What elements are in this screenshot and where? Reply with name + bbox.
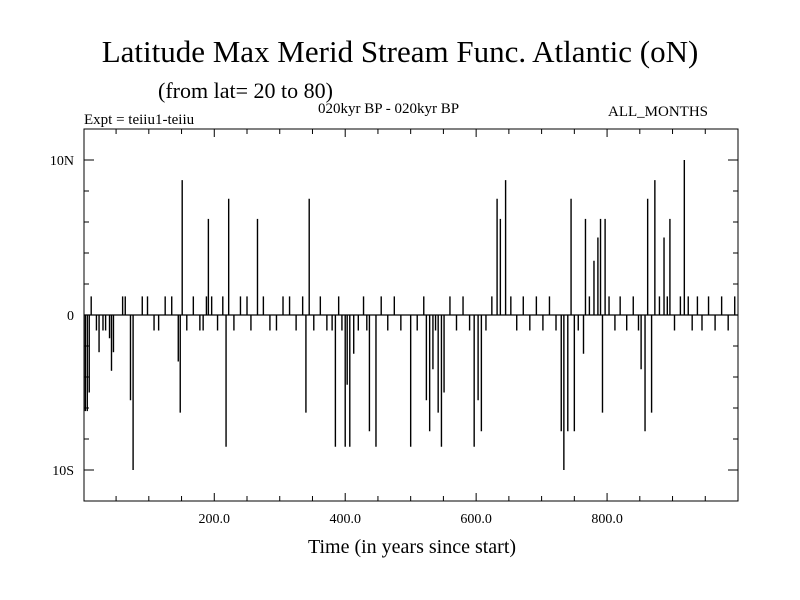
- period-label: 020kyr BP - 020kyr BP: [318, 101, 460, 117]
- experiment-label: Expt = teiiu1-teiiu: [84, 112, 195, 128]
- y-tick-label: 0: [67, 309, 74, 324]
- tick-labels: 200.0 400.0 600.0 800.0 10N 0 10S: [50, 154, 623, 527]
- months-label: ALL_MONTHS: [608, 104, 708, 120]
- x-tick-label: 600.0: [460, 512, 492, 527]
- y-tick-label: 10S: [52, 464, 74, 479]
- chart-subtitle: (from lat= 20 to 80): [158, 78, 333, 103]
- data-series: [84, 160, 738, 470]
- x-tick-label: 400.0: [329, 512, 361, 527]
- x-tick-label: 200.0: [199, 512, 231, 527]
- x-tick-label: 800.0: [591, 512, 623, 527]
- chart-title: Latitude Max Merid Stream Func. Atlantic…: [101, 34, 699, 69]
- x-axis-label: Time (in years since start): [307, 536, 517, 558]
- y-tick-label: 10N: [50, 154, 74, 169]
